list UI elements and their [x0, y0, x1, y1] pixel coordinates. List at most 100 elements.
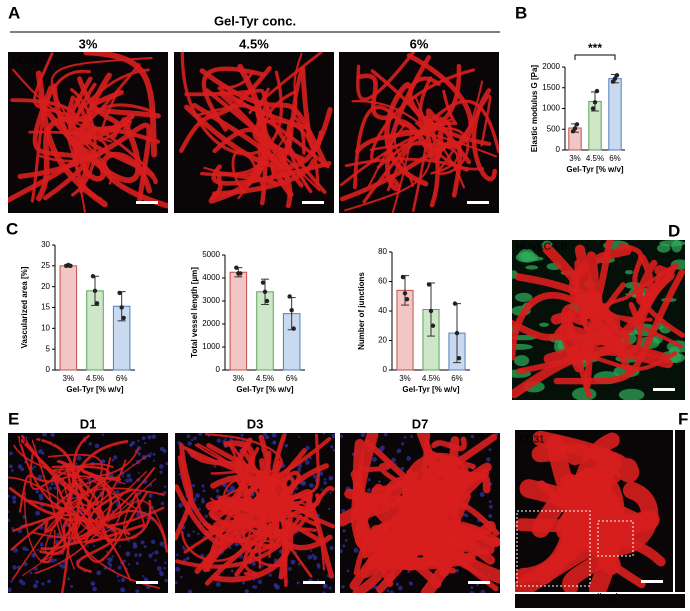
vessel	[471, 88, 497, 182]
data-point	[452, 301, 458, 306]
nucleus	[407, 570, 410, 574]
y-tick-label: 10	[41, 323, 50, 332]
column-label: D3	[247, 416, 264, 431]
nucleus	[329, 491, 332, 494]
nucleus	[94, 443, 100, 449]
micrograph	[8, 433, 168, 593]
nucleus	[88, 442, 92, 446]
nucleus	[154, 550, 159, 555]
micrograph-content	[339, 52, 499, 213]
nucleus	[230, 569, 234, 573]
nucleus	[403, 436, 407, 439]
nucleus	[488, 513, 493, 519]
nucleus	[148, 553, 153, 558]
vessel	[205, 450, 272, 572]
nucleus	[50, 482, 54, 486]
stain-label: HUVEC	[12, 56, 47, 67]
nucleus	[36, 548, 40, 552]
vessel	[55, 492, 146, 527]
nucleus	[224, 437, 227, 441]
nucleus	[296, 581, 300, 585]
nucleus	[380, 445, 385, 450]
nucleus	[312, 555, 318, 561]
nucleus	[160, 501, 165, 506]
nucleus	[176, 553, 179, 557]
vessel	[76, 522, 118, 573]
nucleus	[290, 559, 296, 565]
nucleus	[92, 544, 96, 548]
vessel	[236, 507, 280, 528]
x-tick-label: 3%	[63, 374, 75, 383]
nucleus	[159, 571, 164, 577]
vessel	[205, 495, 314, 513]
nucleus	[378, 480, 381, 484]
nucleus	[108, 557, 113, 562]
nucleus	[143, 577, 148, 582]
nucleus	[165, 461, 168, 466]
nucleus	[408, 581, 411, 584]
nucleus	[186, 556, 190, 561]
nucleus	[111, 458, 115, 462]
fibroblast	[571, 387, 597, 400]
nucleus	[400, 466, 405, 471]
nucleus	[136, 512, 141, 518]
nucleus	[244, 589, 249, 593]
nucleus	[164, 578, 168, 583]
data-point	[117, 290, 122, 296]
vessel	[24, 491, 56, 564]
nucleus	[386, 589, 390, 593]
nucleus	[305, 445, 310, 451]
nucleus	[470, 434, 475, 439]
nucleus	[360, 433, 366, 438]
nucleus	[275, 584, 280, 590]
nucleus	[346, 569, 350, 573]
vessel	[531, 443, 591, 466]
roi	[597, 520, 634, 557]
nucleus	[331, 433, 335, 439]
nucleus	[342, 529, 346, 533]
nucleus	[304, 460, 310, 465]
panel-label: D	[668, 221, 680, 240]
vessel	[175, 485, 335, 569]
nucleus	[120, 587, 126, 593]
y-tick-label: 500	[547, 124, 561, 133]
y-tick-label: 4000	[202, 273, 220, 282]
nucleus	[480, 589, 486, 593]
scale-bar	[136, 581, 158, 584]
x-tick-label: 6%	[116, 374, 128, 383]
y-tick-label: 1000	[542, 104, 560, 113]
nucleus	[159, 464, 164, 469]
nucleus	[322, 583, 327, 588]
nucleus	[86, 545, 89, 548]
micrograph	[175, 433, 335, 593]
vessel	[339, 127, 470, 187]
nucleus	[142, 574, 145, 578]
vessel	[384, 55, 432, 192]
nucleus	[148, 454, 152, 458]
vessel	[66, 112, 135, 164]
bar	[608, 78, 622, 151]
nucleus	[17, 464, 23, 469]
nucleus	[138, 471, 141, 474]
nucleus	[42, 434, 45, 437]
nucleus	[340, 434, 344, 438]
nucleus	[38, 449, 43, 454]
nucleus	[125, 478, 130, 483]
nucleus	[70, 584, 74, 588]
nucleus	[187, 441, 192, 446]
data-point	[456, 356, 462, 361]
nucleus	[47, 579, 51, 584]
vessel	[515, 432, 620, 584]
nucleus	[340, 549, 343, 554]
side-view	[515, 594, 685, 608]
nucleus	[135, 589, 140, 593]
y-tick-label: 20	[41, 282, 50, 291]
nucleus	[67, 577, 70, 581]
y-tick-label: 2000	[202, 319, 220, 328]
vessel	[234, 460, 290, 577]
nucleus	[13, 547, 19, 553]
vessel	[60, 463, 90, 593]
column-label: 6%	[410, 36, 429, 51]
data-point	[262, 289, 268, 294]
y-tick-label: 25	[41, 261, 50, 270]
